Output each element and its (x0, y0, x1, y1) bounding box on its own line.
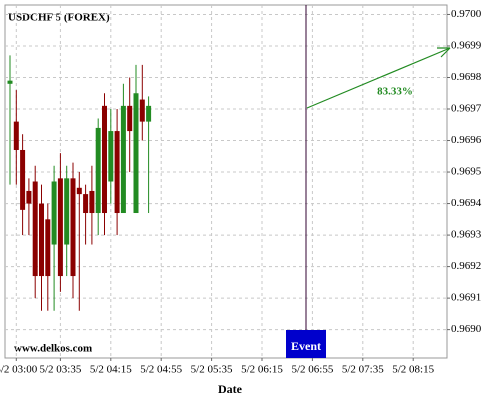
x-tick-label: 5/2 03:35 (39, 364, 81, 376)
candle-body (7, 80, 13, 84)
y-tick-label: 0.9698 (451, 71, 482, 83)
y-tick-label: 0.9699 (451, 40, 482, 52)
y-tick-label: 0.9694 (451, 197, 482, 209)
plot-area (4, 4, 448, 359)
x-tick-label: 5/2 08:15 (392, 364, 434, 376)
annotation: 83.33% (377, 86, 413, 98)
candle-body (108, 131, 114, 182)
candle-body (45, 219, 51, 277)
x-tick-label: 5/2 04:15 (90, 364, 132, 376)
x-tick-label: 5/2 06:15 (241, 364, 283, 376)
x-axis-label: Date (218, 382, 243, 396)
y-tick-label: 0.9700 (451, 8, 482, 20)
candle-body (57, 178, 63, 277)
x-tick-label: 5/2 03:00 (0, 364, 38, 376)
candle-body (133, 93, 139, 214)
x-tick-label: 5/2 07:35 (342, 364, 384, 376)
event-box (286, 330, 326, 358)
candle-body (114, 131, 120, 214)
x-tick-label: 5/2 04:55 (140, 364, 182, 376)
candle-body (146, 105, 152, 122)
candle-body (51, 181, 57, 245)
y-tick-label: 0.9696 (451, 134, 482, 146)
candle-body (102, 105, 107, 214)
x-tick-label: 5/2 06:55 (291, 364, 333, 376)
candle-body (89, 190, 95, 214)
candle-body (64, 178, 70, 245)
chart-title: USDCHF 5 (FOREX) (8, 12, 110, 24)
y-tick-label: 0.9693 (451, 229, 482, 241)
candle-body (76, 187, 82, 195)
arrow-head (437, 47, 451, 58)
candle-body (127, 105, 133, 132)
event-label: Event (291, 339, 321, 353)
y-tick-label: 0.9690 (451, 323, 482, 335)
x-tick-label: 5/2 05:35 (191, 364, 233, 376)
y-tick-label: 0.9697 (451, 103, 482, 115)
candle-body (39, 203, 44, 277)
candle-body (70, 178, 76, 277)
source: www.delkos.com (14, 343, 92, 355)
forecast-arrow (306, 47, 451, 109)
candle-body (32, 181, 38, 277)
candle-body (13, 121, 19, 150)
candle-body (139, 99, 145, 122)
candle-body (20, 149, 26, 210)
candle-body (83, 194, 89, 214)
y-tick-label: 0.9691 (451, 292, 481, 304)
candle-body (95, 127, 101, 214)
candle-body (26, 190, 32, 204)
y-tick-label: 0.9692 (451, 260, 481, 272)
y-tick-label: 0.9695 (451, 166, 482, 178)
candle-body (120, 105, 126, 214)
